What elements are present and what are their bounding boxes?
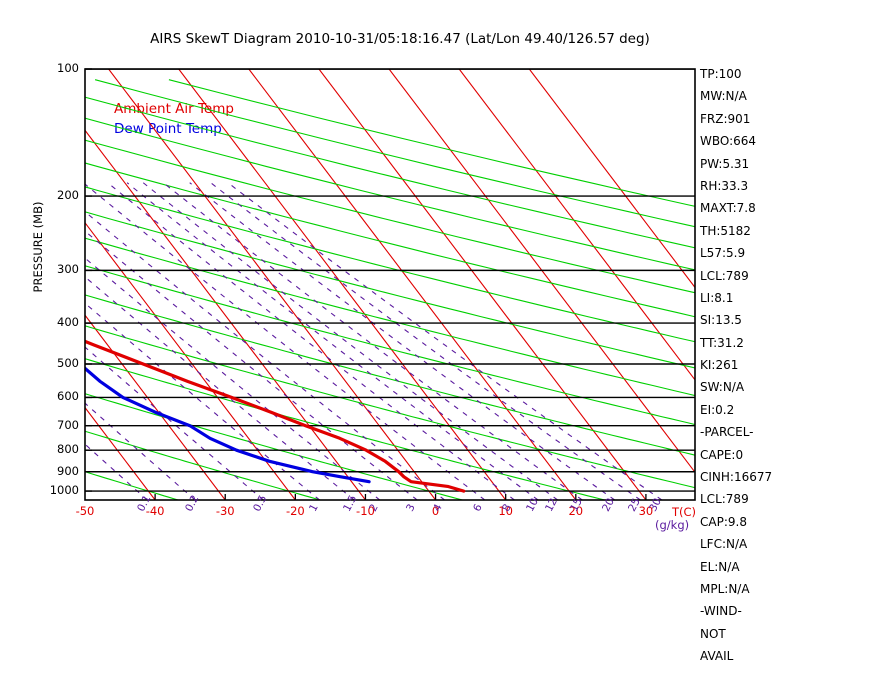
pressure-tick-1000: 1000 xyxy=(49,483,79,498)
bottom-temp-tick-20: 20 xyxy=(568,504,584,518)
index-row-21: LFC:N/A xyxy=(700,537,748,552)
index-row-26: AVAIL xyxy=(700,649,734,664)
index-row-8: L57:5.9 xyxy=(700,246,746,261)
index-row-7: TH:5182 xyxy=(700,223,751,238)
index-row-15: EI:0.2 xyxy=(700,402,735,417)
skewt-diagram: AIRS SkewT Diagram 2010-10-31/05:18:16.4… xyxy=(31,31,772,662)
index-row-0: TP:100 xyxy=(700,67,742,81)
index-row-24: -WIND- xyxy=(700,604,742,619)
pressure-tick-700: 700 xyxy=(57,417,79,432)
pressure-tick-900: 900 xyxy=(57,463,79,478)
mixing-ratio-tick-10: 10 xyxy=(523,496,541,514)
bottom-temp-tick--40: -40 xyxy=(145,504,165,518)
index-row-3: WBO:664 xyxy=(700,134,757,149)
page-title: AIRS SkewT Diagram 2010-10-31/05:18:16.4… xyxy=(150,31,650,47)
index-row-22: EL:N/A xyxy=(700,559,740,574)
tick-label-layer: 1002003004005006007008009001000-120-110-… xyxy=(49,61,664,518)
bottom-temp-tick-10: 10 xyxy=(498,504,513,518)
bottom-temp-tick--10: -10 xyxy=(356,504,375,518)
pressure-tick-600: 600 xyxy=(57,389,79,404)
mixing-ratio-tick-0.5: 0.5 xyxy=(250,493,270,514)
mixing-ratio-tick-0.2: 0.2 xyxy=(182,493,202,514)
mixing-ratio-tick-6: 6 xyxy=(471,502,485,514)
bottom-temp-tick--30: -30 xyxy=(215,504,235,518)
pressure-tick-100: 100 xyxy=(57,61,79,75)
bottom-temp-tick-30: 30 xyxy=(638,504,654,518)
index-row-25: NOT xyxy=(700,626,726,641)
index-row-20: CAP:9.8 xyxy=(700,514,747,529)
index-row-19: LCL:789 xyxy=(700,492,749,507)
dewpoint-profile-line xyxy=(85,366,371,484)
indices-panel: TP:100 MW:N/A FRZ:901 WBO:664 PW:5.31 RH:33.3… xyxy=(700,68,868,673)
pressure-tick-200: 200 xyxy=(57,188,79,203)
x-axis-mixing-ratio-label: (g/kg) xyxy=(655,518,690,532)
pressure-tick-800: 800 xyxy=(57,442,79,457)
index-row-10: LI:8.1 xyxy=(700,290,734,305)
pressure-tick-500: 500 xyxy=(57,356,79,370)
x-axis-temp-label: T(C) xyxy=(672,505,697,519)
pressure-tick-300: 300 xyxy=(57,262,79,277)
index-row-13: KI:261 xyxy=(700,358,739,373)
mixing-ratio-tick-20: 20 xyxy=(600,496,617,514)
bottom-temp-tick-0: 0 xyxy=(431,504,440,518)
index-row-17: CAPE:0 xyxy=(700,447,744,462)
index-row-6: MAXT:7.8 xyxy=(700,201,756,216)
temp-profile-line xyxy=(85,339,466,493)
index-row-4: PW:5.31 xyxy=(700,156,750,171)
index-row-16: -PARCEL- xyxy=(700,425,754,440)
bottom-temp-tick--50: -50 xyxy=(75,504,95,518)
pressure-tick-400: 400 xyxy=(57,315,79,330)
index-row-2: FRZ:901 xyxy=(700,111,751,126)
skewt-plot-area xyxy=(84,68,696,501)
index-row-5: RH:33.3 xyxy=(700,178,749,193)
index-row-11: SI:13.5 xyxy=(700,313,742,328)
bottom-temp-tick--20: -20 xyxy=(285,504,305,518)
index-row-14: SW:N/A xyxy=(700,380,745,395)
index-row-18: CINH:16677 xyxy=(700,470,773,485)
index-row-12: TT:31.2 xyxy=(700,335,744,350)
index-row-9: LCL:789 xyxy=(700,268,749,283)
index-row-1: MW:N/A xyxy=(700,89,747,104)
index-row-23: MPL:N/A xyxy=(700,581,750,596)
